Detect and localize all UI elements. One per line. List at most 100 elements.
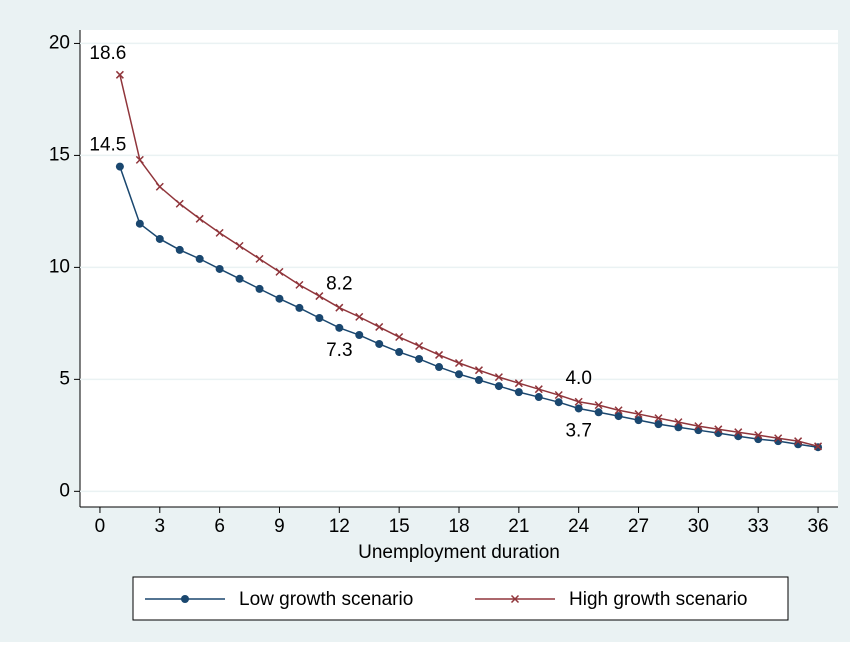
marker bbox=[415, 354, 424, 363]
series-line bbox=[119, 74, 819, 448]
marker bbox=[435, 350, 444, 359]
marker bbox=[275, 294, 284, 303]
x-tick-label: 27 bbox=[628, 516, 649, 537]
marker bbox=[455, 370, 463, 379]
marker bbox=[395, 332, 404, 342]
y-tick-label: 5 bbox=[59, 368, 70, 389]
marker bbox=[335, 323, 344, 332]
marker bbox=[155, 182, 164, 191]
marker bbox=[195, 214, 204, 223]
marker bbox=[514, 379, 523, 388]
legend bbox=[132, 576, 789, 621]
marker bbox=[474, 376, 483, 385]
marker bbox=[674, 418, 683, 427]
marker bbox=[115, 70, 124, 79]
legend-label: High growth scenario bbox=[569, 589, 747, 610]
x-tick-label: 30 bbox=[688, 516, 709, 537]
marker bbox=[714, 425, 723, 434]
data-label: 18.6 bbox=[89, 43, 126, 64]
marker bbox=[335, 303, 344, 312]
marker bbox=[235, 274, 244, 283]
marker bbox=[594, 401, 603, 410]
marker bbox=[514, 388, 523, 397]
marker bbox=[235, 241, 244, 250]
data-label: 8.2 bbox=[326, 274, 352, 295]
y-tick-label: 15 bbox=[49, 144, 70, 165]
marker bbox=[694, 426, 703, 435]
marker bbox=[355, 312, 364, 321]
marker bbox=[554, 390, 563, 400]
marker bbox=[375, 322, 384, 331]
x-tick-label: 36 bbox=[807, 516, 828, 537]
marker bbox=[175, 245, 184, 254]
marker bbox=[734, 432, 743, 441]
marker bbox=[474, 366, 483, 375]
marker bbox=[315, 313, 324, 322]
x-tick-label: 15 bbox=[389, 516, 410, 537]
data-label: 3.7 bbox=[565, 420, 591, 441]
marker bbox=[135, 155, 144, 164]
marker bbox=[634, 410, 643, 419]
marker bbox=[275, 267, 284, 276]
legend-label: Low growth scenario bbox=[239, 589, 413, 610]
data-label: 4.0 bbox=[565, 368, 591, 389]
data-label: 7.3 bbox=[326, 340, 352, 361]
marker bbox=[175, 199, 184, 208]
marker bbox=[754, 431, 763, 440]
x-tick-label: 33 bbox=[748, 516, 769, 537]
x-tick-label: 18 bbox=[448, 516, 469, 537]
marker bbox=[181, 595, 189, 603]
marker bbox=[554, 398, 563, 407]
marker bbox=[215, 264, 224, 273]
marker bbox=[814, 442, 823, 451]
marker bbox=[295, 303, 304, 312]
marker bbox=[574, 397, 583, 406]
x-tick-label: 6 bbox=[214, 516, 225, 537]
marker bbox=[315, 292, 324, 301]
marker bbox=[494, 382, 503, 391]
marker bbox=[355, 331, 364, 340]
marker bbox=[415, 341, 424, 351]
marker bbox=[654, 414, 663, 423]
x-tick-label: 12 bbox=[329, 516, 350, 537]
marker bbox=[494, 373, 503, 382]
marker bbox=[435, 363, 444, 372]
x-tick-label: 3 bbox=[155, 516, 166, 537]
marker bbox=[754, 435, 763, 444]
marker bbox=[774, 434, 783, 443]
marker bbox=[375, 339, 384, 348]
x-axis-title: Unemployment duration bbox=[358, 542, 560, 563]
marker bbox=[594, 408, 603, 417]
marker bbox=[614, 412, 623, 421]
x-tick-label: 9 bbox=[274, 516, 285, 537]
marker bbox=[534, 385, 543, 394]
marker bbox=[694, 422, 703, 431]
data-label: 14.5 bbox=[89, 135, 126, 156]
marker bbox=[574, 404, 583, 413]
y-tick-label: 20 bbox=[49, 32, 70, 53]
marker bbox=[454, 358, 464, 368]
marker bbox=[794, 437, 803, 446]
x-tick-label: 24 bbox=[568, 516, 590, 537]
marker bbox=[534, 393, 543, 402]
marker bbox=[255, 254, 264, 263]
y-tick-label: 0 bbox=[59, 480, 70, 501]
marker bbox=[135, 219, 144, 228]
marker bbox=[634, 416, 643, 425]
marker bbox=[215, 228, 224, 237]
marker bbox=[654, 420, 663, 429]
marker bbox=[115, 162, 124, 171]
x-tick-label: 21 bbox=[508, 516, 529, 537]
plot-area bbox=[80, 30, 838, 507]
marker bbox=[734, 428, 743, 437]
marker bbox=[614, 406, 623, 415]
marker bbox=[674, 423, 683, 432]
marker bbox=[195, 254, 204, 263]
marker bbox=[255, 284, 264, 293]
marker bbox=[155, 234, 164, 243]
marker bbox=[395, 348, 404, 357]
y-tick-label: 10 bbox=[49, 256, 70, 277]
marker bbox=[510, 594, 520, 604]
